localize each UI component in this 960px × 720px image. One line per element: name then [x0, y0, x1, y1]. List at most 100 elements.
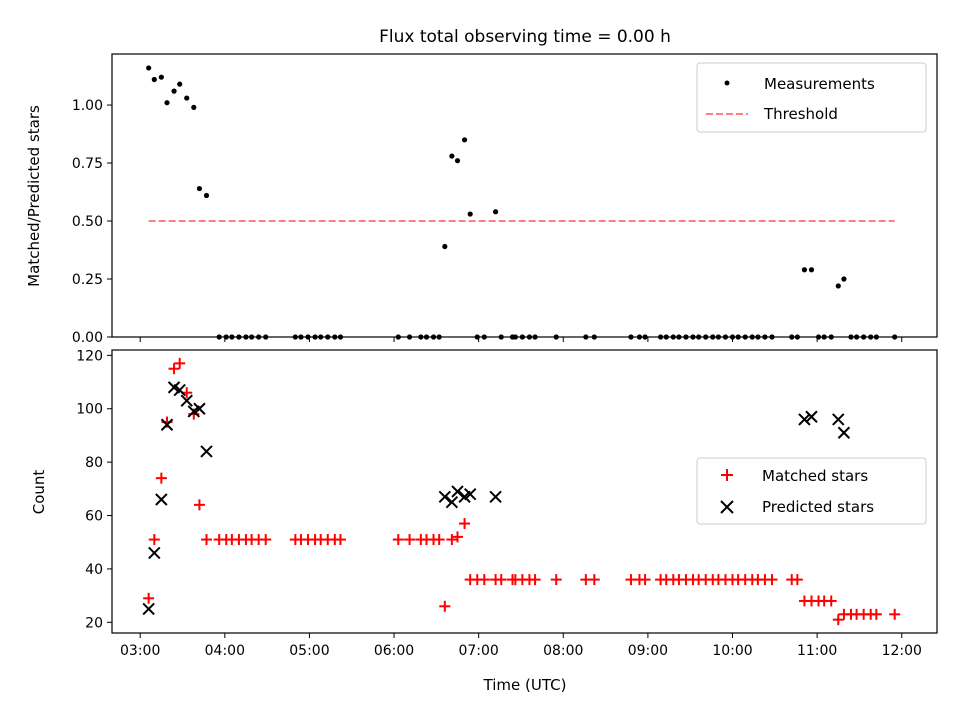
matched-star-marker [459, 518, 471, 530]
predicted-star-marker [142, 602, 155, 616]
count-x-ticks: 03:00 04:00 05:00 06:00 07:00 08:00 09:00 10:00… [120, 633, 922, 659]
matched-star-marker [334, 534, 346, 546]
matched-legend-marker [721, 469, 733, 481]
count-y-tick-label: 120 [76, 348, 103, 364]
matched-star-marker [889, 608, 901, 620]
measurement-point [442, 243, 448, 250]
predicted-star-marker [148, 546, 161, 560]
measurement-point [164, 100, 170, 106]
predicted-star-marker [160, 418, 174, 431]
matched-star-marker [832, 614, 844, 626]
measurement-point [467, 211, 473, 217]
measurement-point [184, 95, 190, 101]
ratio-y-tick-label: 1.00 [72, 98, 103, 114]
matched-star-marker [825, 595, 837, 607]
predicted-star-marker [173, 383, 186, 397]
measurement-point [454, 158, 461, 164]
count-legend-box [696, 457, 927, 525]
matched-star-marker [478, 574, 490, 586]
matched-star-marker [200, 534, 212, 546]
ratio-plot-frame [111, 53, 938, 338]
ratio-legend-box [696, 62, 927, 133]
ratio-legend: Measurements Threshold [696, 62, 927, 133]
ratio-panel: 0.00 0.25 0.50 0.75 1.00 Matched/Predicted s… [25, 53, 938, 346]
matched-star-marker [392, 534, 404, 546]
count-legend: Matched stars Predicted stars [696, 457, 927, 525]
count-y-axis-label: Count [30, 470, 48, 515]
matched-star-marker [791, 574, 803, 586]
matched-star-marker [452, 531, 464, 543]
matched-star-marker [529, 574, 541, 586]
x-tick-label: 12:00 [882, 643, 922, 659]
measurement-point [808, 267, 815, 273]
matched-star-marker [550, 574, 562, 586]
matched-star-marker [155, 472, 167, 484]
matched-star-marker [168, 363, 180, 375]
measurement-point [449, 153, 455, 159]
x-axis-label: Time (UTC) [483, 676, 567, 694]
predicted-star-marker [837, 426, 851, 439]
x-tick-label: 09:00 [628, 643, 668, 659]
count-y-tick-label: 20 [85, 615, 103, 631]
measurement-point [196, 185, 203, 192]
ratio-y-tick-label: 0.75 [72, 156, 103, 172]
ratio-y-tick-label: 0.25 [72, 272, 103, 288]
x-tick-label: 07:00 [458, 643, 498, 659]
matched-star-marker [446, 534, 458, 546]
matched-star-marker [639, 574, 651, 586]
matched-star-marker [766, 574, 778, 586]
measurement-point [801, 267, 808, 273]
chart-title: Flux total observing time = 0.00 h [379, 27, 671, 47]
predicted-star-marker [832, 413, 845, 426]
measurement-point [191, 104, 197, 110]
measurement-point [158, 74, 164, 80]
x-tick-label: 10:00 [712, 643, 752, 659]
predicted-star-marker [200, 445, 213, 458]
measurement-point [492, 209, 499, 215]
ratio-y-tick-label: 0.50 [72, 214, 103, 230]
x-tick-label: 04:00 [205, 643, 245, 659]
matched-star-markers [143, 357, 901, 626]
ratio-y-tick-label: 0.00 [72, 330, 103, 346]
count-panel: 20 40 60 80 100 120 03:00 04:00 05:00 06:00 07:00… [30, 348, 938, 694]
predicted-star-marker [463, 487, 477, 501]
predicted-star-marker [193, 402, 206, 415]
predicted-star-marker [445, 495, 459, 509]
measurement-point [461, 137, 468, 143]
predicted-star-marker [451, 485, 464, 498]
count-y-tick-label: 60 [85, 509, 103, 525]
matched-star-marker [148, 534, 160, 546]
matched-star-marker [870, 608, 882, 620]
measurement-point [151, 76, 157, 83]
predicted-star-marker [438, 490, 452, 504]
predicted-star-markers [142, 381, 851, 616]
predicted-star-marker [180, 394, 193, 407]
predicted-star-marker [805, 410, 818, 423]
x-tick-label: 05:00 [289, 643, 329, 659]
count-y-tick-label: 40 [85, 562, 103, 578]
measurement-point [171, 88, 177, 94]
x-tick-label: 08:00 [543, 643, 583, 659]
ratio-y-axis-label: Matched/Predicted stars [25, 105, 43, 287]
predicted-legend-marker [720, 500, 734, 514]
matched-star-marker [495, 574, 507, 586]
count-y-tick-label: 80 [85, 455, 103, 471]
matched-star-marker [439, 600, 451, 612]
matched-star-marker [588, 574, 600, 586]
legend-predicted-stars: Predicted stars [762, 498, 874, 516]
measurement-point [203, 192, 210, 199]
measurement-point [146, 65, 152, 71]
legend-matched-stars: Matched stars [762, 467, 868, 485]
x-tick-label: 03:00 [120, 643, 160, 659]
measurement-point [841, 276, 847, 282]
measurement-point [177, 81, 183, 87]
measurement-point [835, 283, 841, 289]
predicted-star-marker [489, 490, 502, 504]
matched-star-marker [193, 499, 205, 511]
legend-measurements: Measurements [764, 75, 875, 93]
matched-star-marker [143, 592, 155, 604]
count-plot-frame [111, 349, 938, 634]
x-tick-label: 06:00 [374, 643, 414, 659]
count-y-ticks: 20 40 60 80 100 120 [76, 348, 112, 631]
